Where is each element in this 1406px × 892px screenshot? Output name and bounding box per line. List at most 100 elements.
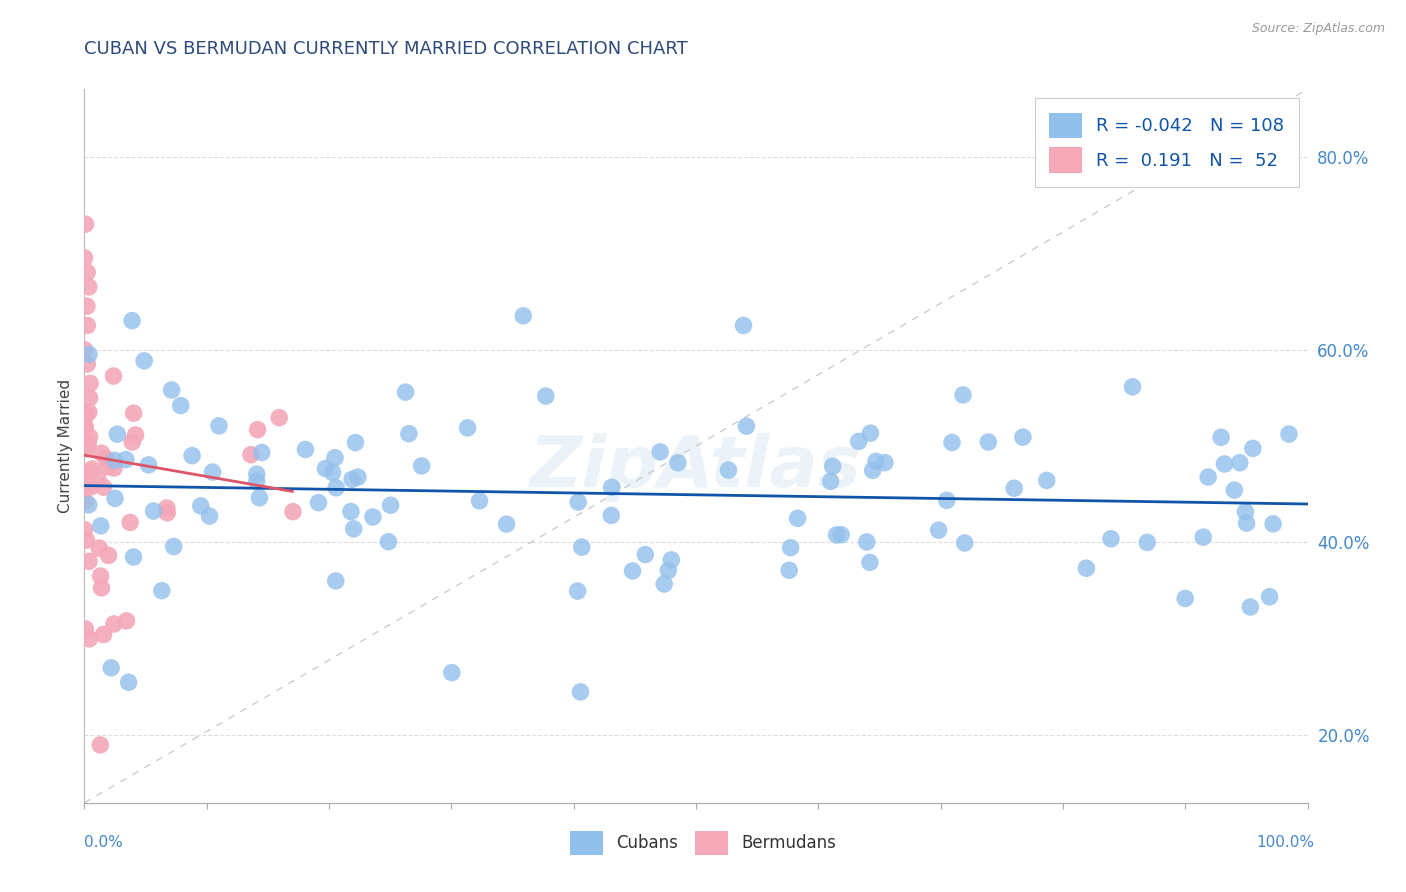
Point [825, 528, 848, 542]
Point [666, 456, 689, 470]
Point [859, 555, 882, 569]
Point [93, 480, 115, 494]
Point [269, 410, 291, 425]
Point [786, 511, 808, 525]
Point [79, 376, 101, 391]
Point [80, 462, 103, 476]
Point [830, 528, 852, 542]
Point [657, 563, 679, 577]
Point [1076, 561, 1098, 575]
Point [717, 463, 740, 477]
Point [79, 632, 101, 646]
Point [1258, 590, 1281, 604]
Point [121, 313, 143, 327]
Point [90, 569, 112, 583]
Point [150, 583, 173, 598]
Point [935, 493, 957, 508]
Point [75, 217, 97, 231]
Point [138, 458, 160, 472]
Point [1236, 516, 1258, 530]
Point [87, 472, 110, 486]
Point [859, 426, 882, 441]
Point [848, 434, 870, 449]
Point [1192, 530, 1215, 544]
Point [104, 491, 127, 506]
Point [1241, 442, 1264, 456]
Point [569, 685, 592, 699]
Point [567, 584, 589, 599]
Point [181, 449, 204, 463]
Point [100, 661, 122, 675]
Point [190, 499, 212, 513]
Point [198, 509, 221, 524]
Point [361, 510, 384, 524]
Point [105, 427, 128, 442]
Point [1136, 535, 1159, 549]
Point [239, 448, 262, 462]
Text: ZipAtlas: ZipAtlas [530, 433, 862, 502]
Y-axis label: Currently Married: Currently Married [58, 379, 73, 513]
Point [779, 541, 801, 555]
Point [928, 523, 950, 537]
Point [977, 435, 1000, 450]
Point [1211, 430, 1233, 444]
Point [79, 391, 101, 405]
Point [93, 627, 115, 641]
Point [457, 421, 479, 435]
Point [89, 541, 111, 555]
Legend: R = -0.042   N = 108, R =  0.191   N =  52: R = -0.042 N = 108, R = 0.191 N = 52 [1035, 98, 1299, 187]
Text: 100.0%: 100.0% [1257, 836, 1315, 850]
Point [80, 479, 103, 493]
Legend: Cubans, Bermudans: Cubans, Bermudans [562, 824, 844, 862]
Point [163, 540, 186, 554]
Point [122, 550, 145, 565]
Point [249, 491, 271, 505]
Point [156, 501, 179, 516]
Point [1261, 516, 1284, 531]
Point [621, 564, 644, 578]
Point [512, 309, 534, 323]
Point [103, 461, 125, 475]
Point [953, 536, 976, 550]
Point [73, 343, 96, 357]
Point [73, 523, 96, 537]
Point [340, 472, 363, 486]
Point [134, 354, 156, 368]
Point [1229, 456, 1251, 470]
Point [1223, 483, 1246, 497]
Point [733, 318, 755, 333]
Point [377, 534, 399, 549]
Text: CUBAN VS BERMUDAN CURRENTLY MARRIED CORRELATION CHART: CUBAN VS BERMUDAN CURRENTLY MARRIED CORR… [84, 40, 688, 58]
Point [75, 494, 97, 508]
Point [156, 506, 179, 520]
Point [121, 435, 143, 450]
Point [124, 428, 146, 442]
Point [75, 442, 97, 456]
Point [75, 480, 97, 494]
Point [1213, 457, 1236, 471]
Point [208, 418, 231, 433]
Point [97, 459, 120, 474]
Point [398, 426, 420, 441]
Point [73, 419, 96, 434]
Point [1122, 380, 1144, 394]
Point [343, 522, 366, 536]
Point [862, 463, 884, 477]
Point [821, 459, 844, 474]
Point [1239, 599, 1261, 614]
Point [323, 450, 346, 465]
Point [122, 406, 145, 420]
Point [76, 265, 98, 279]
Point [534, 389, 557, 403]
Point [76, 299, 98, 313]
Point [1099, 532, 1122, 546]
Point [246, 467, 269, 482]
Point [394, 385, 416, 400]
Point [1197, 470, 1219, 484]
Text: 0.0%: 0.0% [84, 836, 124, 850]
Point [79, 430, 101, 444]
Point [468, 494, 491, 508]
Point [103, 369, 125, 384]
Point [77, 280, 100, 294]
Point [77, 498, 100, 512]
